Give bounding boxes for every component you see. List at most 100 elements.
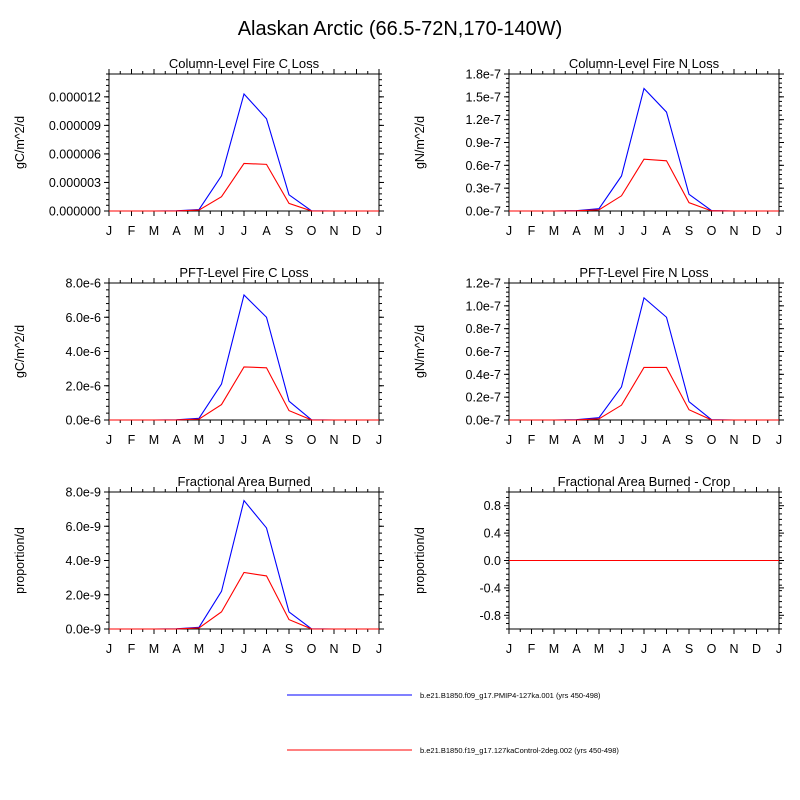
x-tick-label: S	[285, 433, 293, 447]
panel-title: PFT-Level Fire C Loss	[179, 265, 309, 280]
x-tick-label: J	[218, 224, 224, 238]
x-tick-label: J	[641, 433, 647, 447]
x-tick-label: S	[285, 224, 293, 238]
x-tick-label: D	[352, 433, 361, 447]
legend: b.e21.B1850.f09_g17.PMIP4-127ka.001 (yrs…	[287, 691, 619, 755]
x-tick-label: F	[128, 224, 136, 238]
series-line	[109, 293, 379, 421]
x-tick-label: F	[128, 642, 136, 656]
x-tick-label: O	[707, 224, 717, 238]
y-tick-label: -0.4	[479, 581, 501, 595]
x-tick-label: J	[106, 642, 112, 656]
series-line	[109, 499, 379, 630]
y-tick-label: 8.0e-9	[66, 486, 101, 500]
series-line	[509, 158, 779, 212]
figure-title: Alaskan Arctic (66.5-72N,170-140W)	[237, 18, 563, 40]
y-tick-label: 1.5e-7	[466, 90, 501, 104]
y-tick-label: 0.0	[484, 554, 501, 568]
panel-title: Fractional Area Burned	[178, 474, 311, 489]
x-tick-label: J	[106, 433, 112, 447]
series-line	[509, 366, 779, 421]
x-tick-label: A	[572, 224, 581, 238]
legend-label: b.e21.B1850.f09_g17.PMIP4-127ka.001 (yrs…	[420, 691, 601, 700]
x-tick-label: M	[149, 433, 159, 447]
x-tick-label: M	[594, 642, 604, 656]
y-tick-label: 0.0e-9	[66, 623, 101, 637]
y-tick-label: 0.0e-6	[66, 414, 101, 428]
x-tick-label: S	[285, 642, 293, 656]
x-tick-label: J	[641, 224, 647, 238]
x-tick-label: M	[594, 224, 604, 238]
y-tick-label: 4.0e-9	[66, 554, 101, 568]
x-tick-label: J	[776, 224, 782, 238]
y-axis-label: gC/m^2/d	[13, 116, 27, 169]
x-tick-label: N	[329, 433, 338, 447]
x-tick-label: M	[594, 433, 604, 447]
y-tick-label: 0.4e-7	[466, 368, 501, 382]
y-tick-label: 4.0e-6	[66, 345, 101, 359]
series-line	[109, 366, 379, 421]
x-tick-label: D	[352, 224, 361, 238]
x-tick-label: O	[307, 433, 317, 447]
y-tick-label: 0.000012	[49, 90, 101, 104]
y-tick-label: 0.0e-7	[466, 414, 501, 428]
x-tick-label: M	[549, 224, 559, 238]
x-tick-label: F	[128, 433, 136, 447]
x-tick-label: J	[506, 224, 512, 238]
x-tick-label: M	[149, 224, 159, 238]
x-tick-label: J	[776, 642, 782, 656]
x-tick-label: J	[241, 642, 247, 656]
x-tick-label: S	[685, 224, 693, 238]
x-tick-label: F	[528, 224, 536, 238]
x-tick-label: O	[707, 433, 717, 447]
x-tick-label: A	[662, 433, 671, 447]
x-tick-label: M	[194, 224, 204, 238]
x-tick-label: D	[752, 224, 761, 238]
y-tick-label: 0.0e-7	[466, 205, 501, 219]
x-tick-label: M	[194, 642, 204, 656]
y-tick-label: 6.0e-6	[66, 311, 101, 325]
panel-title: Column-Level Fire C Loss	[169, 56, 320, 71]
x-tick-label: F	[528, 642, 536, 656]
x-tick-label: M	[149, 642, 159, 656]
y-tick-label: 0.8e-7	[466, 322, 501, 336]
y-tick-label: 0.3e-7	[466, 182, 501, 196]
x-tick-label: F	[528, 433, 536, 447]
x-tick-label: A	[262, 224, 271, 238]
plot-frame	[508, 282, 780, 421]
x-tick-label: O	[307, 642, 317, 656]
y-tick-label: 1.0e-7	[466, 299, 501, 313]
legend-label: b.e21.B1850.f19_g17.127kaControl-2deg.00…	[420, 746, 619, 755]
x-tick-label: J	[618, 224, 624, 238]
plot-frame	[108, 491, 380, 630]
x-tick-label: J	[376, 224, 382, 238]
panel-title: PFT-Level Fire N Loss	[579, 265, 709, 280]
x-tick-label: J	[218, 433, 224, 447]
x-tick-label: J	[376, 433, 382, 447]
x-tick-label: J	[776, 433, 782, 447]
y-axis-label: gC/m^2/d	[13, 325, 27, 378]
y-tick-label: 0.6e-7	[466, 345, 501, 359]
x-tick-label: M	[549, 642, 559, 656]
y-tick-label: 8.0e-6	[66, 277, 101, 291]
series-line	[109, 162, 379, 212]
x-tick-label: M	[549, 433, 559, 447]
y-tick-label: 1.8e-7	[466, 68, 501, 82]
x-tick-label: J	[241, 224, 247, 238]
y-tick-label: 0.4	[484, 527, 501, 541]
series-line	[509, 296, 779, 421]
x-tick-label: A	[662, 224, 671, 238]
x-tick-label: A	[172, 642, 181, 656]
x-tick-label: J	[376, 642, 382, 656]
x-tick-label: J	[641, 642, 647, 656]
y-tick-label: 0.9e-7	[466, 136, 501, 150]
plot-frame	[108, 282, 380, 421]
y-tick-label: 0.000003	[49, 176, 101, 190]
x-tick-label: S	[685, 433, 693, 447]
x-tick-label: J	[506, 642, 512, 656]
x-tick-label: J	[618, 433, 624, 447]
